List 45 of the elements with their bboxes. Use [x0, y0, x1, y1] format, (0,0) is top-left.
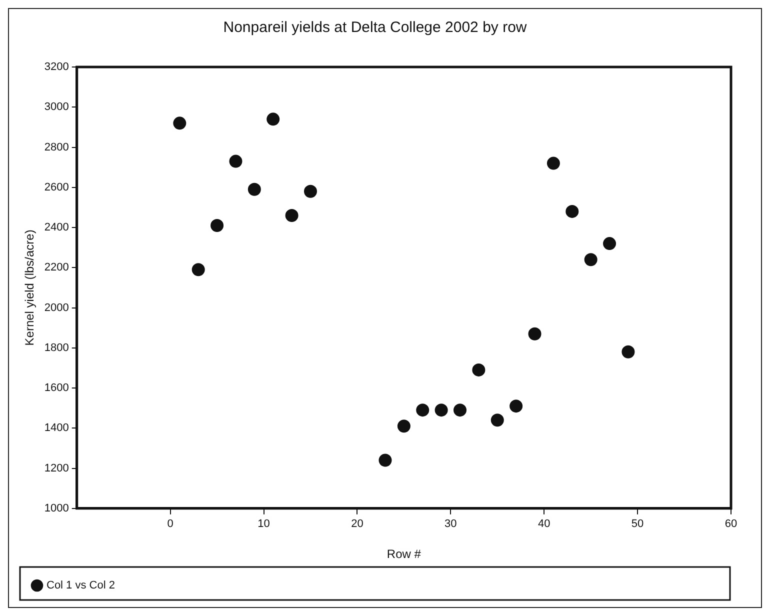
x-tick-label: 40 [538, 518, 550, 530]
point [584, 253, 598, 266]
point [192, 263, 205, 276]
point [528, 327, 542, 340]
x-tick-label: 60 [724, 518, 738, 530]
y-tick-label: 1200 [44, 462, 69, 474]
x-tick-label: 50 [631, 518, 644, 530]
y-tick-label: 1800 [44, 342, 69, 354]
point [566, 204, 579, 218]
point [434, 404, 448, 417]
x-tick-label: 20 [351, 518, 364, 530]
y-axis-title: Kernel yield (lbs/acre) [22, 230, 37, 346]
point [378, 454, 392, 467]
point [490, 414, 504, 427]
x-tick-label: 10 [258, 518, 270, 530]
y-tick-label: 2200 [44, 262, 69, 274]
y-tick-label: 2600 [44, 181, 69, 194]
point [266, 112, 280, 126]
point [454, 404, 467, 417]
x-axis-title: Row # [386, 547, 422, 562]
x-tick-label: 0 [167, 518, 174, 530]
point [229, 154, 242, 168]
point [210, 219, 224, 232]
point [173, 116, 186, 130]
legend-label: Col 1 vs Col 2 [46, 580, 115, 592]
y-tick-label: 3200 [44, 61, 69, 74]
point [622, 345, 635, 358]
y-tick-label: 3000 [44, 101, 69, 114]
y-tick-label: 1400 [44, 422, 69, 434]
y-tick-label: 1600 [44, 382, 69, 394]
x-tick-label: 30 [444, 518, 457, 530]
point [397, 420, 410, 433]
y-tick-label: 2000 [44, 302, 69, 314]
point [304, 184, 317, 198]
point [603, 237, 616, 250]
point [546, 156, 560, 170]
point [248, 182, 261, 196]
y-tick-label: 2400 [44, 222, 69, 234]
chart-title: Nonpareil yields at Delta College 2002 by row [223, 19, 527, 36]
y-tick-label: 1000 [44, 502, 69, 514]
point [285, 208, 298, 222]
y-tick-label: 2800 [44, 141, 69, 154]
point [472, 363, 486, 376]
point [416, 404, 430, 417]
point [510, 400, 523, 413]
